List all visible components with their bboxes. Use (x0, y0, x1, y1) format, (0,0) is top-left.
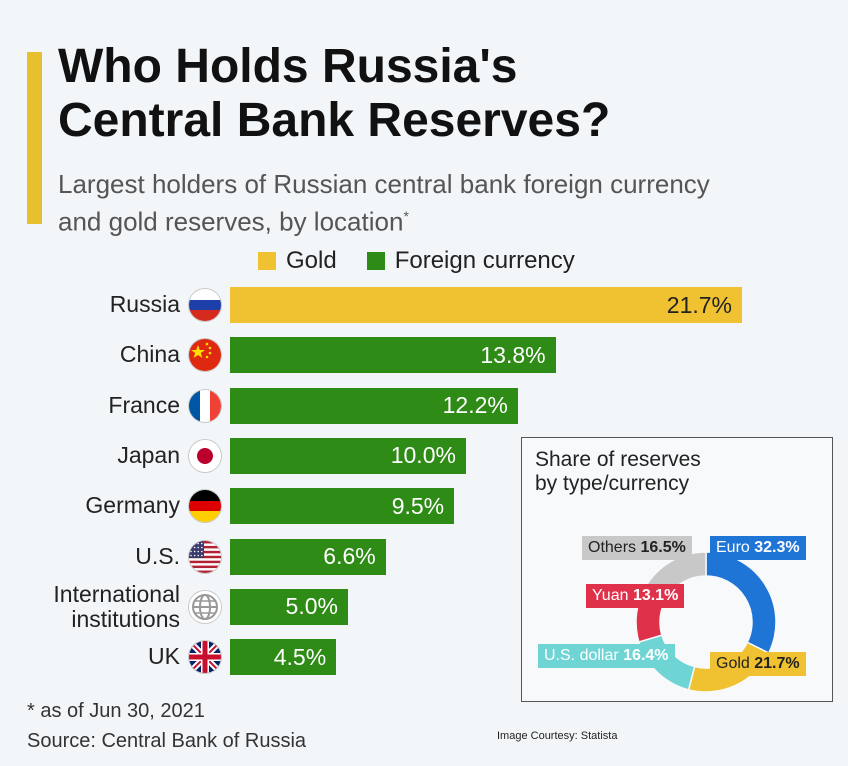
russia-flag-icon (189, 289, 221, 321)
globe-icon (189, 590, 221, 623)
us-flag-icon (189, 540, 221, 573)
category-label: U.S. (135, 542, 180, 569)
uk-flag-icon (189, 641, 221, 674)
bar-value-label: 12.2% (442, 392, 508, 419)
bar-value-label: 13.8% (480, 341, 546, 368)
bar: 13.8% (230, 337, 556, 374)
panel-title-line-1: Share of reserves (535, 448, 701, 471)
bar-value-label: 6.6% (323, 543, 376, 569)
category-label: Germany (85, 492, 180, 519)
title-line-2: Central Bank Reserves? (58, 94, 611, 147)
donut-label: Others 16.5% (582, 536, 692, 560)
legend-swatch-gold (258, 252, 276, 270)
subtitle-line-2-wrap: and gold reserves, by location* (58, 200, 818, 238)
reserve-share-panel: Share of reserves by type/currency Euro … (521, 437, 833, 702)
legend-swatch-foreign-currency (366, 252, 385, 270)
bar-value-label: 10.0% (390, 442, 456, 469)
image-credit: Image Courtesy: Statista (497, 730, 618, 742)
panel-title-line-2: by type/currency (535, 472, 690, 495)
bar: 21.7% (230, 287, 742, 323)
legend-label-gold: Gold (286, 247, 337, 274)
subtitle-line-1: Largest holders of Russian central bank … (58, 169, 710, 199)
category-label: International institutions (53, 580, 180, 632)
bar: 5.0% (230, 588, 348, 625)
china-flag-icon (189, 339, 221, 372)
subtitle-footnote-mark: * (403, 208, 409, 224)
panel-title: Share of reserves by type/currency (535, 448, 701, 496)
bar-value-label: 21.7% (666, 291, 732, 318)
legend-item-foreign-currency: Foreign currency (366, 247, 575, 275)
donut-label: Gold 21.7% (710, 652, 806, 676)
category-label: UK (148, 643, 180, 670)
bar-value-label: 4.5% (273, 643, 327, 670)
bar: 9.5% (230, 488, 455, 525)
bar: 10.0% (230, 437, 466, 474)
subtitle-line-2: and gold reserves, by location (58, 206, 404, 237)
bar-value-label: 5.0% (285, 593, 338, 620)
chart-legend: Gold Foreign currency (258, 246, 605, 276)
accent-bar (27, 52, 42, 224)
bar: 4.5% (230, 639, 337, 676)
category-label: China (119, 341, 180, 368)
legend-label-foreign-currency: Foreign currency (394, 247, 575, 274)
chart-subtitle: Largest holders of Russian central bank … (58, 168, 818, 238)
chart-title: Who Holds Russia's Central Bank Reserves… (58, 40, 818, 148)
bar: 12.2% (230, 387, 518, 424)
donut-label: U.S. dollar 16.4% (538, 644, 675, 668)
germany-flag-icon (189, 490, 221, 523)
category-label: France (108, 391, 180, 418)
donut-slice-euro (705, 551, 777, 654)
france-flag-icon (189, 389, 221, 422)
japan-flag-icon (189, 439, 221, 472)
bar-value-label: 9.5% (391, 492, 445, 519)
legend-item-gold: Gold (258, 247, 337, 275)
source-note: Source: Central Bank of Russia (27, 730, 307, 752)
footnote: * as of Jun 30, 2021 (27, 700, 205, 722)
category-label: Russia (109, 291, 180, 317)
bar: 6.6% (230, 538, 386, 575)
donut-label: Yuan 13.1% (586, 584, 685, 608)
donut-label: Euro 32.3% (710, 536, 806, 560)
category-label: Japan (117, 441, 180, 468)
title-line-1: Who Holds Russia's (58, 40, 518, 93)
